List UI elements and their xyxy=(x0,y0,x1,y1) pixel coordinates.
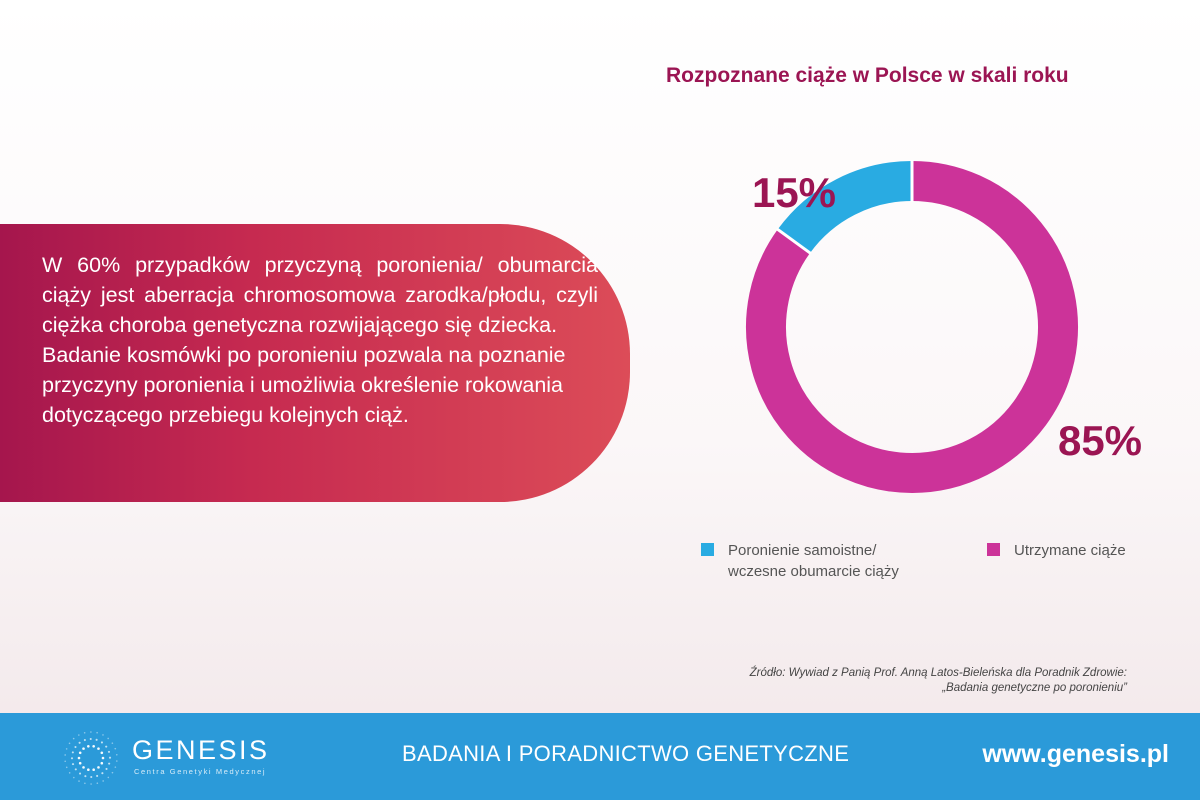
logo-dot xyxy=(111,771,114,774)
logo-dot xyxy=(102,734,104,736)
logo-dot xyxy=(90,775,93,779)
logo-dot xyxy=(100,751,104,755)
source-line-1: Źródło: Wywiad z Panią Prof. Anną Latos-… xyxy=(749,667,1127,679)
logo-dot xyxy=(101,756,105,760)
legend-swatch-maintained xyxy=(987,543,1000,556)
logo-dot xyxy=(114,766,117,768)
logo-dot xyxy=(78,761,82,765)
logo-dot xyxy=(72,737,75,740)
donut-separator-0 xyxy=(776,227,812,255)
logo-tagline: Centra Genetyki Medycznej xyxy=(134,767,267,776)
logo-dot xyxy=(68,772,71,774)
logo-dot xyxy=(105,745,108,748)
donut-slice-0 xyxy=(777,161,913,254)
logo-dot xyxy=(77,756,81,760)
donut-slice-1 xyxy=(746,161,1078,493)
logo-dot xyxy=(97,747,100,750)
logo-dot xyxy=(68,742,71,745)
logo-dot xyxy=(65,748,68,750)
data-label-1: 85% xyxy=(1058,417,1142,464)
logo-dot xyxy=(102,780,104,782)
logo-dot xyxy=(107,776,110,779)
logo-dot xyxy=(74,768,77,771)
footer-bar: GENESIS Centra Genetyki Medycznej BADANI… xyxy=(0,713,1200,800)
source-note: Źródło: Wywiad z Panią Prof. Anną Latos-… xyxy=(567,666,1127,696)
logo-dot xyxy=(71,751,74,754)
logo-dot xyxy=(92,768,95,771)
info-paragraph-2: Badanie kosmówki po poronieniu pozwala n… xyxy=(42,343,566,427)
logo-dot xyxy=(100,761,104,765)
logo-dot xyxy=(107,750,111,753)
legend-swatch-miscarriage xyxy=(701,543,714,556)
logo-dot xyxy=(87,745,90,748)
logo-dot xyxy=(70,757,74,760)
logo-dot xyxy=(107,737,109,740)
logo-dot xyxy=(105,767,108,770)
legend-item-miscarriage: Poronienie samoistne/ wczesne obumarcie … xyxy=(701,540,941,582)
footer-url[interactable]: www.genesis.pl xyxy=(982,740,1169,768)
logo-dot xyxy=(111,742,114,744)
logo-dot xyxy=(82,747,85,750)
source-line-2: „Badania genetyczne po poronieniu” xyxy=(942,682,1127,694)
logo-dot xyxy=(89,737,92,741)
data-label-0: 15% xyxy=(752,169,836,216)
logo-dot xyxy=(71,763,75,766)
logo-dot xyxy=(96,782,99,785)
logo-dot xyxy=(92,745,95,748)
logo-dot xyxy=(87,768,90,771)
logo-dot xyxy=(78,741,81,744)
legend-label-miscarriage-line-1: Poronienie samoistne/ xyxy=(728,542,877,559)
logo-dot xyxy=(95,738,98,741)
logo-name: GENESIS xyxy=(132,735,270,765)
logo-dot xyxy=(100,741,103,744)
logo-dot xyxy=(64,760,67,763)
legend-label-miscarriage-line-2: wczesne obumarcie ciąży xyxy=(728,563,899,580)
logo-dot xyxy=(78,734,80,736)
logo-dot xyxy=(101,772,104,775)
logo-dot xyxy=(78,751,82,755)
legend-label-maintained: Utrzymane ciąże xyxy=(1014,542,1126,559)
logo-dot xyxy=(84,775,87,778)
info-text: W 60% przypadków przyczyną poronienia/ o… xyxy=(42,250,598,430)
logo-dot xyxy=(115,753,118,756)
logo-dot xyxy=(90,783,92,785)
logo-dot xyxy=(84,782,86,785)
legend-item-maintained: Utrzymane ciąże xyxy=(987,540,1177,561)
genesis-logo-icon xyxy=(64,731,118,785)
logo-dot xyxy=(83,738,86,742)
logo-dot xyxy=(73,776,75,779)
info-paragraph-1: W 60% przypadków przyczyną poronienia/ o… xyxy=(42,253,598,337)
logo-dot xyxy=(65,766,68,769)
info-panel: W 60% przypadków przyczyną poronienia/ o… xyxy=(0,224,630,502)
logo-dot xyxy=(83,731,86,734)
logo-dot xyxy=(96,731,98,734)
logo-dot xyxy=(114,747,117,750)
logo-dot xyxy=(79,772,82,775)
logo-dot xyxy=(78,780,80,782)
logo-dot xyxy=(82,766,85,769)
chart-title: Rozpoznane ciąże w Polsce w skali roku xyxy=(666,64,1069,87)
logo-dot xyxy=(108,762,111,765)
logo-dot xyxy=(108,756,112,759)
logo-dot xyxy=(96,774,99,778)
logo-dot xyxy=(116,760,118,762)
logo-dot xyxy=(97,766,100,769)
logo-dot xyxy=(74,746,77,749)
logo-dot xyxy=(64,754,66,756)
logo-dot xyxy=(90,731,92,733)
footer-slogan: BADANIA I PORADNICTWO GENETYCZNE xyxy=(402,741,850,766)
